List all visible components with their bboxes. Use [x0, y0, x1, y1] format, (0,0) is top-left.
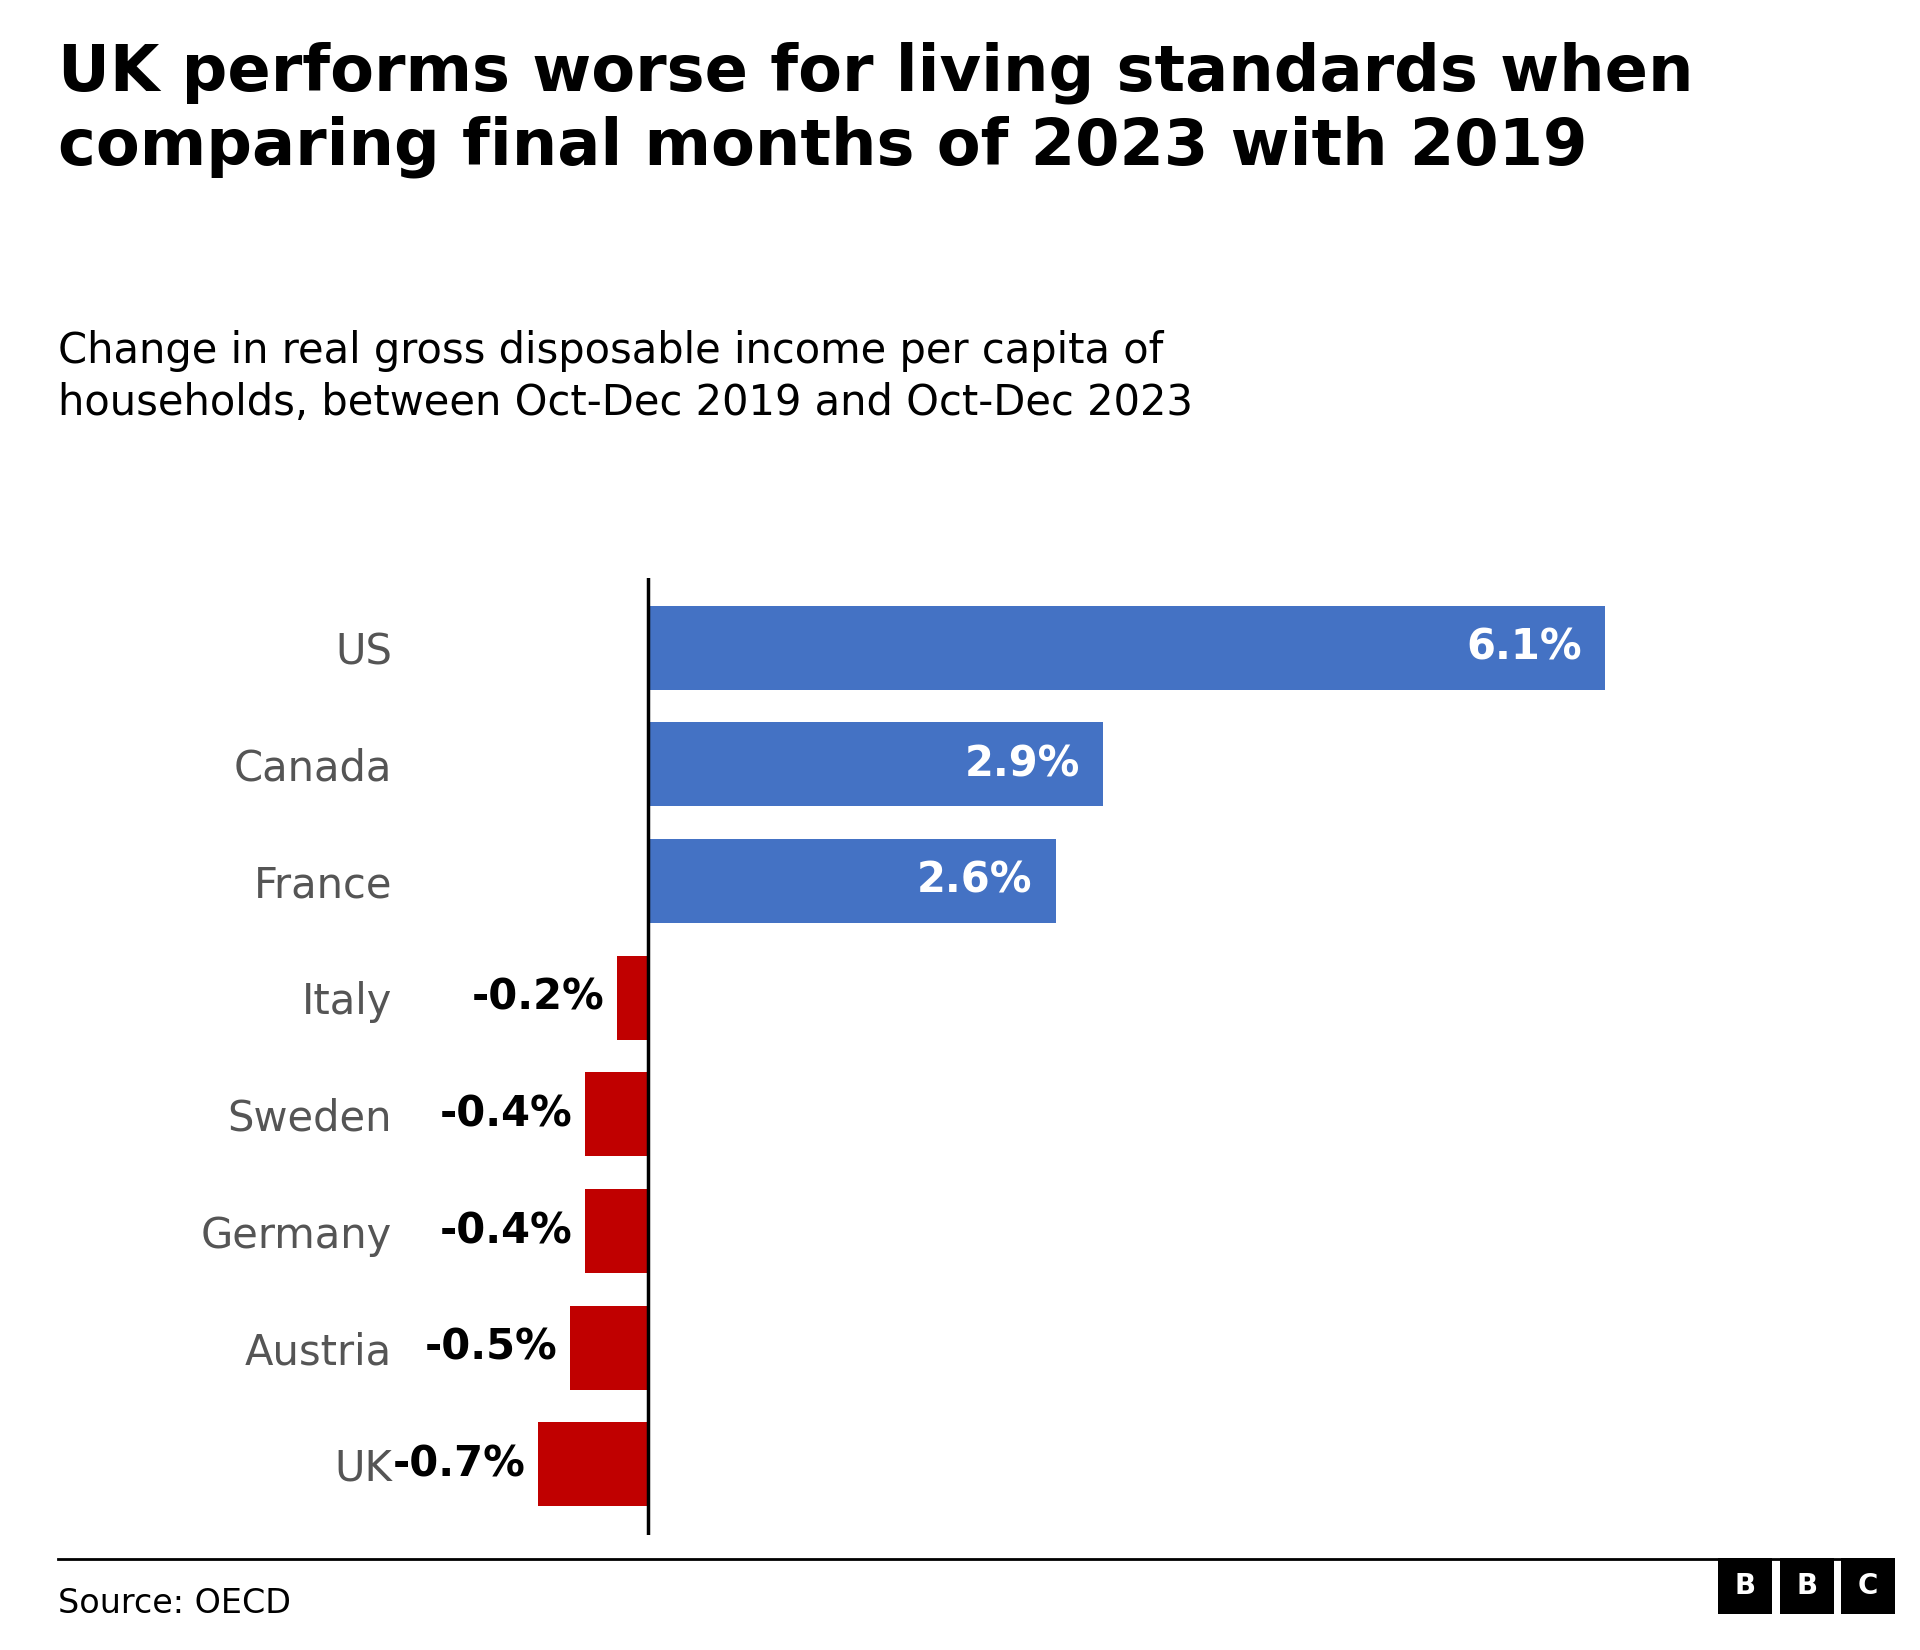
Text: Change in real gross disposable income per capita of
households, between Oct-Dec: Change in real gross disposable income p…: [58, 330, 1192, 424]
Bar: [538, 1422, 649, 1506]
Text: B: B: [1795, 1572, 1818, 1599]
Text: -0.4%: -0.4%: [440, 1209, 572, 1252]
Text: -0.5%: -0.5%: [424, 1327, 557, 1370]
Text: -0.4%: -0.4%: [440, 1094, 572, 1135]
Bar: [586, 1072, 649, 1157]
Text: 6.1%: 6.1%: [1467, 627, 1582, 668]
Text: B: B: [1734, 1572, 1757, 1599]
Bar: [649, 838, 1056, 922]
Bar: [616, 955, 649, 1040]
Bar: [649, 606, 1605, 690]
Text: -0.2%: -0.2%: [472, 977, 605, 1018]
Text: UK performs worse for living standards when
comparing final months of 2023 with : UK performs worse for living standards w…: [58, 41, 1693, 178]
Bar: [586, 1190, 649, 1274]
Bar: [649, 723, 1104, 807]
Text: -0.7%: -0.7%: [394, 1444, 526, 1485]
Bar: [570, 1305, 649, 1389]
Text: Source: OECD: Source: OECD: [58, 1587, 290, 1620]
Text: 2.6%: 2.6%: [918, 860, 1033, 903]
Text: C: C: [1859, 1572, 1878, 1599]
Text: 2.9%: 2.9%: [964, 742, 1079, 785]
